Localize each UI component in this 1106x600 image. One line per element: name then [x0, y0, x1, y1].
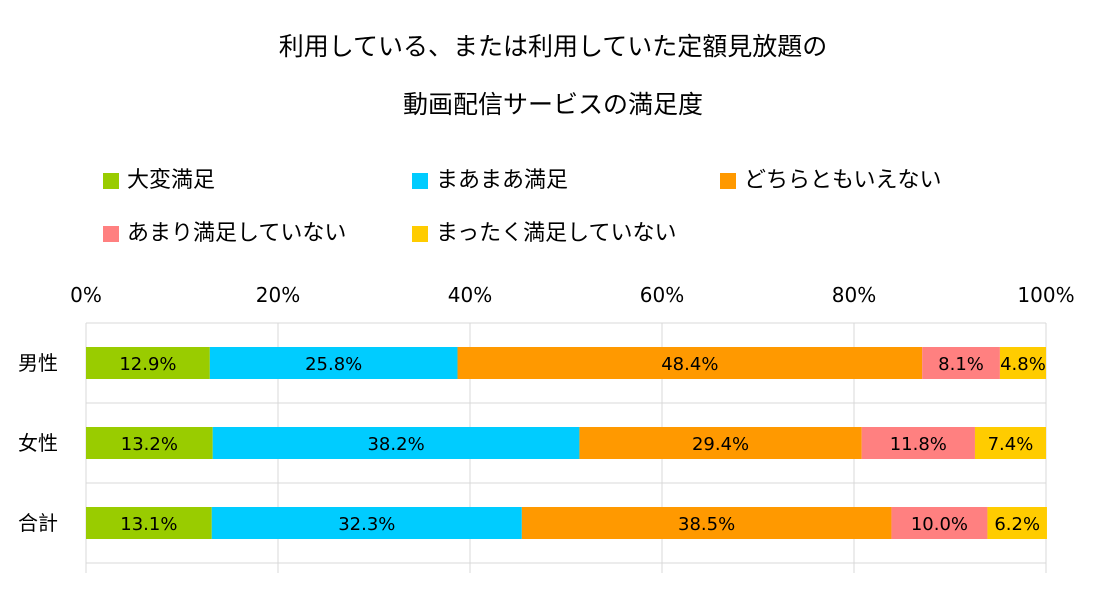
legend-item-somewhat-satisfied: まあまあ満足 — [412, 167, 568, 195]
bar-segment — [987, 507, 1047, 539]
data-label: 7.4% — [988, 434, 1034, 455]
data-label: 32.3% — [338, 514, 395, 535]
category-label: 男性 — [18, 351, 58, 375]
data-label: 12.9% — [119, 354, 176, 375]
legend-label: どちらともいえない — [744, 168, 942, 193]
data-label: 8.1% — [938, 354, 984, 375]
category-label: 合計 — [18, 511, 58, 535]
legend-label: あまり満足していない — [127, 221, 347, 246]
legend-item-neutral: どちらともいえない — [720, 167, 942, 195]
data-label: 38.2% — [367, 434, 424, 455]
x-tick-label: 0% — [70, 283, 102, 307]
bar-segment — [974, 427, 1046, 459]
legend-label: まったく満足していない — [436, 221, 677, 246]
data-label: 48.4% — [661, 354, 718, 375]
bar-segment — [891, 507, 988, 539]
bar-segment — [211, 507, 522, 539]
data-label: 10.0% — [911, 514, 968, 535]
x-tick-label: 60% — [640, 283, 684, 307]
legend-label: まあまあ満足 — [436, 168, 569, 193]
legend-swatch — [412, 226, 428, 242]
bar-segment — [861, 427, 975, 459]
data-label: 38.5% — [678, 514, 735, 535]
legend-item-not-satisfied-at-all: まったく満足していない — [412, 220, 676, 248]
data-label: 13.1% — [120, 514, 177, 535]
legend-item-not-very-satisfied: あまり満足していない — [103, 220, 346, 248]
legend-item-very-satisfied: 大変満足 — [103, 167, 215, 195]
bar-segment — [86, 427, 213, 459]
legend-label: 大変満足 — [127, 168, 216, 193]
data-label: 6.2% — [994, 514, 1040, 535]
chart-title-line-1: 利用している、または利用していた定額見放題の — [278, 32, 828, 61]
category-label: 女性 — [18, 431, 58, 455]
legend-swatch — [103, 226, 119, 242]
data-label: 13.2% — [121, 434, 178, 455]
bar-segment — [209, 347, 458, 379]
x-tick-label: 100% — [1017, 283, 1074, 307]
bar-segment — [999, 347, 1046, 379]
bar-segment — [86, 347, 210, 379]
bar-segment — [86, 507, 212, 539]
x-tick-label: 20% — [256, 283, 300, 307]
bar-segment — [521, 507, 892, 539]
data-label: 29.4% — [692, 434, 749, 455]
chart-title-line-2: 動画配信サービスの満足度 — [402, 90, 703, 119]
bar-segment — [922, 347, 1000, 379]
data-label: 25.8% — [305, 354, 362, 375]
data-label: 11.8% — [890, 434, 947, 455]
bar-segment — [212, 427, 580, 459]
x-tick-label: 80% — [832, 283, 876, 307]
legend-swatch — [720, 173, 736, 189]
bar-segment — [579, 427, 862, 459]
legend-swatch — [412, 173, 428, 189]
x-tick-label: 40% — [448, 283, 492, 307]
data-label: 4.8% — [1000, 354, 1046, 375]
legend-swatch — [103, 173, 119, 189]
bar-segment — [457, 347, 923, 379]
